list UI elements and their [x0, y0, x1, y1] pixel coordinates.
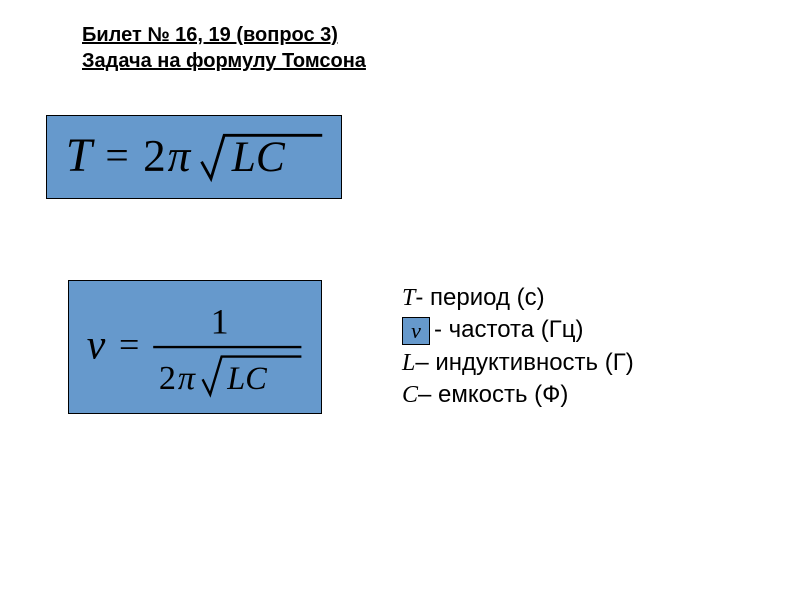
formula-period: T = 2 π LC — [46, 115, 342, 199]
legend-text-L: – индуктивность (Г) — [415, 347, 633, 379]
legend-sym-nu: ν — [411, 316, 421, 346]
header-line-1: Билет № 16, 19 (вопрос 3) — [82, 22, 366, 48]
formula-frequency: ν = 1 2 π LC — [68, 280, 322, 414]
sym-pi: π — [168, 131, 192, 181]
legend-sym-T: T — [402, 282, 415, 314]
sym-T: T — [66, 130, 95, 182]
legend-sym-L: L — [402, 347, 415, 379]
sym-eq2: = — [119, 325, 139, 365]
sym-nu: ν — [87, 322, 106, 368]
formula-frequency-svg: ν = 1 2 π LC — [81, 289, 309, 405]
legend-text-T: - период (с) — [415, 282, 544, 314]
legend-row-T: T - период (с) — [402, 282, 634, 314]
formula-period-svg: T = 2 π LC — [59, 124, 329, 190]
legend-row-C: C – емкость (Ф) — [402, 379, 634, 411]
legend-text-nu: - частота (Гц) — [434, 314, 584, 346]
legend-nu-box: ν — [402, 317, 430, 345]
sym-2: 2 — [143, 131, 166, 181]
legend: T - период (с) ν - частота (Гц) L – инду… — [402, 282, 634, 412]
header-line-2: Задача на формулу Томсона — [82, 48, 366, 74]
legend-row-nu: ν - частота (Гц) — [402, 314, 634, 346]
sym-eq: = — [105, 132, 128, 178]
legend-text-C: – емкость (Ф) — [418, 379, 568, 411]
legend-sym-C: C — [402, 379, 418, 411]
sym-LC: LC — [231, 133, 286, 181]
denom-2: 2 — [159, 360, 176, 397]
legend-row-L: L – индуктивность (Г) — [402, 347, 634, 379]
numerator: 1 — [211, 302, 229, 342]
denom-pi: π — [178, 360, 196, 397]
denom-LC: LC — [226, 360, 267, 396]
slide-header: Билет № 16, 19 (вопрос 3) Задача на форм… — [82, 22, 366, 74]
